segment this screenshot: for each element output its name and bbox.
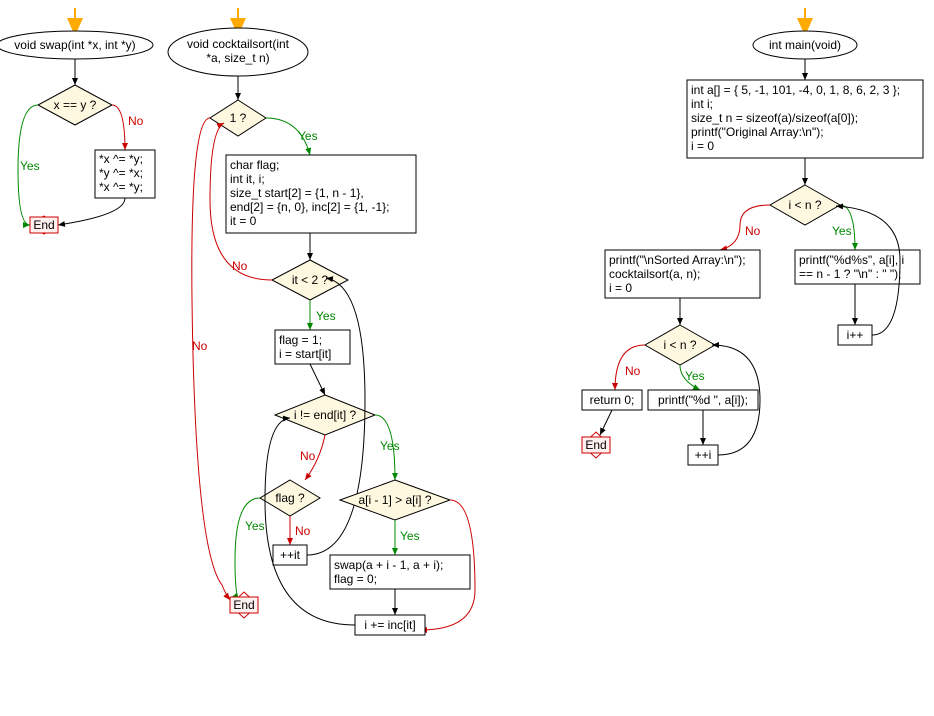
inc-i-text: i += inc[it] [364,618,415,632]
main-sort-0: printf("\nSorted Array:\n"); [609,253,746,267]
main-sort-2: i = 0 [609,281,632,295]
yes-label: Yes [832,224,852,238]
cocktail-swap-0: swap(a + i - 1, a + i); [334,558,443,572]
svg-text:End: End [585,438,606,452]
main-body1-3: printf("Original Array:\n"); [691,125,824,139]
cond2-text: it < 2 ? [292,273,329,287]
swap-cond-text: x == y ? [54,98,97,112]
return-text: return 0; [590,393,635,407]
cocktail-body1-2: size_t start[2] = {1, n - 1}, [230,186,364,200]
main-end: End [582,432,610,458]
cond-cmp-text: a[i - 1] > a[i] ? [358,493,431,507]
cond-flag-text: flag ? [275,491,305,505]
yes-label: Yes [685,369,705,383]
swap-body-line2: *x ^= *y; [99,180,143,194]
edge [600,410,612,435]
no-label: No [300,449,316,463]
main-cond2-text: i < n ? [663,338,696,352]
svg-text:End: End [233,598,254,612]
no-label: No [128,114,144,128]
main-print-1: == n - 1 ? "\n" : " "); [799,267,901,281]
edge-no [192,118,230,600]
swap-body-line0: *x ^= *y; [99,152,143,166]
yes-label: Yes [380,439,400,453]
cocktail-body2-0: flag = 1; [279,333,322,347]
main-body1-1: int i; [691,97,713,111]
edge [310,364,325,395]
svg-text:End: End [33,218,54,232]
main-body1-4: i = 0 [691,139,714,153]
cocktail-end: End [230,592,258,618]
no-label: No [232,259,248,273]
cond-outer-text: 1 ? [230,111,247,125]
yes-label: Yes [245,519,265,533]
inc-it-text: ++it [280,548,301,562]
no-label: No [295,524,311,538]
yes-label: Yes [20,159,40,173]
edge-yes [235,498,260,600]
swap-end: End [30,216,58,234]
yes-label: Yes [400,529,420,543]
cocktail-body1-0: char flag; [230,158,279,172]
print2-text: printf("%d ", a[i]); [658,393,748,407]
cocktail-header-0: void cocktailsort(int [187,37,290,51]
no-label: No [192,339,208,353]
main-header-text: int main(void) [769,38,841,52]
no-label: No [625,364,641,378]
yes-label: Yes [298,129,318,143]
yes-label: Yes [316,309,336,323]
main-sort-1: cocktailsort(a, n); [609,267,700,281]
cocktail-body2-1: i = start[it] [279,347,331,361]
cond3-text: i != end[it] ? [294,408,357,422]
inc2-text: ++i [695,448,712,462]
cocktail-body1-3: end[2] = {n, 0}, inc[2] = {1, -1}; [230,200,389,214]
main-cond1-text: i < n ? [788,198,821,212]
flowchart-canvas: void swap(int *x, int *y) x == y ? No *x… [0,0,934,716]
swap-header-text: void swap(int *x, int *y) [14,38,135,52]
cocktail-header-1: *a, size_t n) [206,51,269,65]
cocktail-body1-4: it = 0 [230,214,257,228]
no-label: No [745,224,761,238]
cocktail-body1-1: int it, i; [230,172,265,186]
inc1-text: i++ [847,328,864,342]
main-print-0: printf("%d%s", a[i], i [799,253,904,267]
edge-no [112,105,125,150]
swap-body-line1: *y ^= *x; [99,166,143,180]
edge [58,198,125,225]
cocktail-swap-1: flag = 0; [334,572,377,586]
main-body1-2: size_t n = sizeof(a)/sizeof(a[0]); [691,111,858,125]
main-body1-0: int a[] = { 5, -1, 101, -4, 0, 1, 8, 6, … [691,83,900,97]
